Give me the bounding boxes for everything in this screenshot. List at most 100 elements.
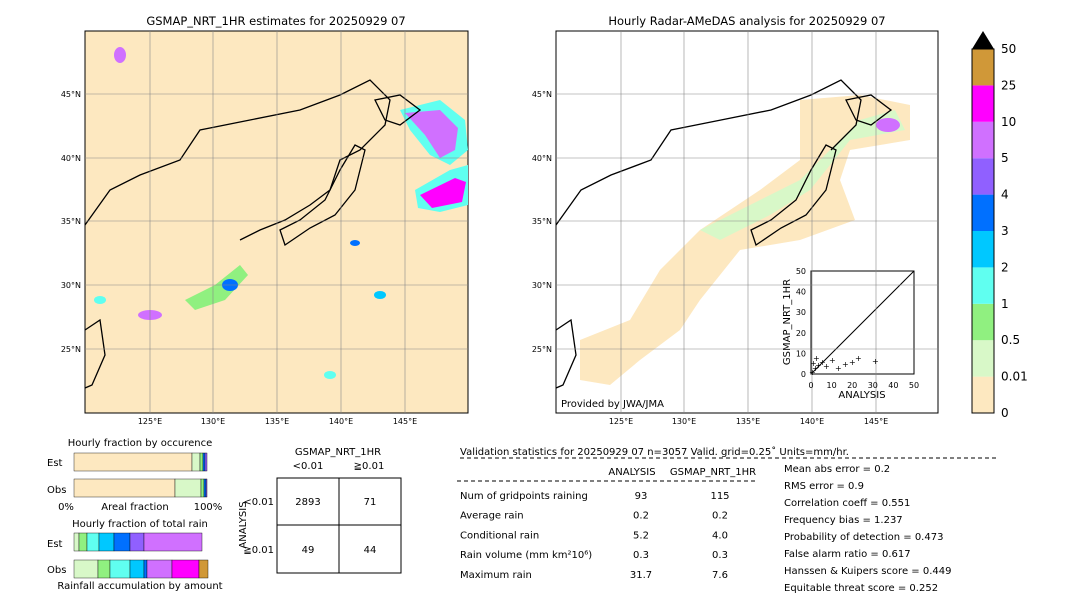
fraction-segment xyxy=(97,559,111,579)
lon-label: 125°E xyxy=(138,417,162,426)
inset-x-tick: 0 xyxy=(808,381,813,390)
fraction-segment xyxy=(143,559,148,579)
fraction-segment xyxy=(191,452,201,472)
colorbar-label: 4 xyxy=(1001,188,1009,202)
lat-label: 45°N xyxy=(532,90,552,99)
inset-x-tick: 10 xyxy=(827,381,837,390)
stat-value: 93 xyxy=(635,491,648,502)
validation-col: ANALYSIS xyxy=(608,467,655,478)
colorbar-segment xyxy=(972,158,994,195)
fraction-segment xyxy=(73,478,176,498)
colorbar-label: 25 xyxy=(1001,78,1016,92)
fraction-segment xyxy=(113,532,131,552)
colorbar-label: 0.01 xyxy=(1001,370,1028,384)
credit: Provided by JWA/JMA xyxy=(561,399,664,410)
scatter-point: + xyxy=(809,368,816,377)
stat-label: Average rain xyxy=(460,511,524,522)
row-label: Obs xyxy=(47,485,66,496)
colorbar-segment xyxy=(972,376,994,413)
colorbar-segment xyxy=(972,267,994,304)
contingency-col: <0.01 xyxy=(293,461,324,472)
lon-label: 135°E xyxy=(265,417,289,426)
contingency-title: GSMAP_NRT_1HR xyxy=(295,447,381,458)
fraction-segment xyxy=(98,532,115,552)
right-map-rain xyxy=(580,95,910,385)
lat-label: 40°N xyxy=(532,154,552,163)
colorbar-segment xyxy=(972,85,994,122)
fraction-segment xyxy=(200,478,205,498)
fraction-segment xyxy=(73,559,99,579)
row-label: Est xyxy=(47,539,63,550)
inset-xlabel: ANALYSIS xyxy=(838,390,885,401)
fraction-segment xyxy=(73,452,193,472)
score: False alarm ratio = 0.617 xyxy=(784,549,911,560)
amount-footer: Rainfall accumulation by amount xyxy=(57,581,222,592)
score: Mean abs error = 0.2 xyxy=(784,464,890,475)
contingency-side: ANALYSIS xyxy=(238,501,249,548)
lon-label: 130°E xyxy=(672,417,696,426)
scatter-point: + xyxy=(842,360,849,369)
fraction-segment xyxy=(203,478,207,498)
colorbar-label: 10 xyxy=(1001,115,1016,129)
fraction-segment xyxy=(129,559,145,579)
inset-diagonal xyxy=(810,270,915,375)
lat-label: 25°N xyxy=(532,345,552,354)
right-map-coast xyxy=(555,79,893,389)
lat-label: 35°N xyxy=(61,217,81,226)
inset-y-tick: 50 xyxy=(796,267,806,276)
occurrence-title: Hourly fraction by occurence xyxy=(68,438,212,449)
lon-label: 145°E xyxy=(393,417,417,426)
colorbar-label: 50 xyxy=(1001,42,1016,56)
stat-label: Conditional rain xyxy=(460,530,539,541)
scatter-point: + xyxy=(810,359,817,368)
validation-col: GSMAP_NRT_1HR xyxy=(670,467,756,478)
lat-label: 30°N xyxy=(532,281,552,290)
fraction-segment xyxy=(205,478,208,498)
stat-value: 0.3 xyxy=(633,550,649,561)
stat-value: 7.6 xyxy=(712,570,728,581)
scatter-point: + xyxy=(815,361,822,370)
score: Frequency bias = 1.237 xyxy=(784,515,903,526)
axis-right: 100% xyxy=(194,502,223,513)
colorbar-label: 0.5 xyxy=(1001,333,1020,347)
scatter-point: + xyxy=(823,362,830,371)
inset-y-tick: 30 xyxy=(796,308,806,317)
stat-value: 0.2 xyxy=(712,511,728,522)
inset-y-tick: 0 xyxy=(801,370,806,379)
fraction-segment xyxy=(174,478,202,498)
scatter-point: + xyxy=(855,354,862,363)
contingency-cell: 71 xyxy=(364,497,377,508)
colorbar-segment xyxy=(972,303,994,341)
left-map-coast xyxy=(84,79,422,389)
colorbar-segment xyxy=(972,121,994,159)
fraction-segment xyxy=(143,532,203,552)
scatter-point: + xyxy=(819,358,826,367)
lon-label: 140°E xyxy=(329,417,353,426)
validation-header: Validation statistics for 20250929 07 n=… xyxy=(460,446,849,458)
lat-label: 30°N xyxy=(61,281,81,290)
inset-y-tick: 10 xyxy=(796,349,806,358)
colorbar-label: 0 xyxy=(1001,406,1009,420)
contingency-cell: 49 xyxy=(302,545,315,556)
stat-value: 0.3 xyxy=(712,550,728,561)
inset-x-tick: 40 xyxy=(888,381,898,390)
colorbar-segment xyxy=(972,194,994,231)
lon-label: 145°E xyxy=(864,417,888,426)
inset-ylabel: GSMAP_NRT_1HR xyxy=(782,279,793,365)
score: Correlation coeff = 0.551 xyxy=(784,498,910,509)
left-map-rain xyxy=(94,47,468,379)
fraction-segment xyxy=(198,559,209,579)
amount-title: Hourly fraction of total rain xyxy=(72,519,208,530)
stat-value: 5.2 xyxy=(633,530,649,541)
lat-label: 25°N xyxy=(61,345,81,354)
lon-label: 135°E xyxy=(736,417,760,426)
lon-label: 125°E xyxy=(609,417,633,426)
axis-middle: Areal fraction xyxy=(101,502,168,513)
score: Hanssen & Kuipers score = 0.449 xyxy=(784,566,951,577)
contingency-row: ≧0.01 xyxy=(243,545,274,556)
colorbar-segment xyxy=(972,231,994,268)
contingency-cell: 2893 xyxy=(295,497,320,508)
lon-label: 130°E xyxy=(201,417,225,426)
lat-label: 45°N xyxy=(61,90,81,99)
colorbar-label: 1 xyxy=(1001,297,1009,311)
